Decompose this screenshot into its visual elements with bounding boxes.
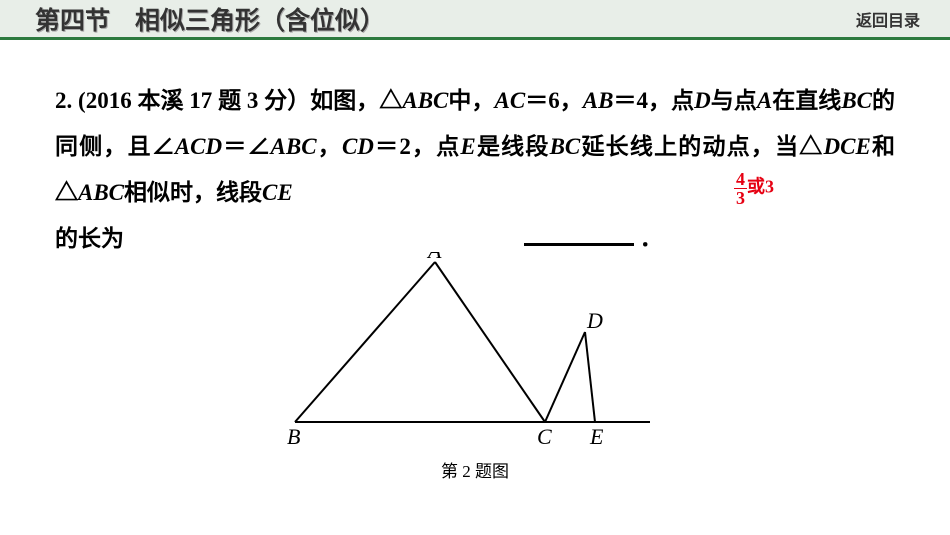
problem-prefix: 2. (2016 本溪 17 题 3 分）如图，: [55, 88, 379, 113]
geometry-diagram: A B C D E: [285, 252, 665, 452]
slide-header: 第四节 相似三角形（含位似） 返回目录: [0, 0, 950, 40]
diagram-labels: A B C D E: [287, 252, 604, 449]
figure-caption: 第 2 题图: [55, 457, 895, 482]
back-to-toc-link[interactable]: 返回目录: [856, 7, 920, 31]
answer-blank: [524, 243, 634, 246]
svg-text:C: C: [537, 424, 552, 449]
problem-content: 2. (2016 本溪 17 题 3 分）如图，△ABC中，AC＝6，AB＝4，…: [0, 40, 950, 502]
answer-overlay: 4 3 或3: [714, 170, 794, 207]
svg-text:E: E: [589, 424, 604, 449]
section-title: 第四节 相似三角形（含位似）: [35, 1, 385, 37]
diagram-lines: [295, 262, 650, 422]
answer-fraction: 4 3: [734, 170, 747, 207]
svg-text:A: A: [426, 252, 442, 263]
svg-text:B: B: [287, 424, 300, 449]
svg-text:D: D: [586, 308, 603, 333]
figure-container: A B C D E 第 2 题图: [55, 252, 895, 482]
